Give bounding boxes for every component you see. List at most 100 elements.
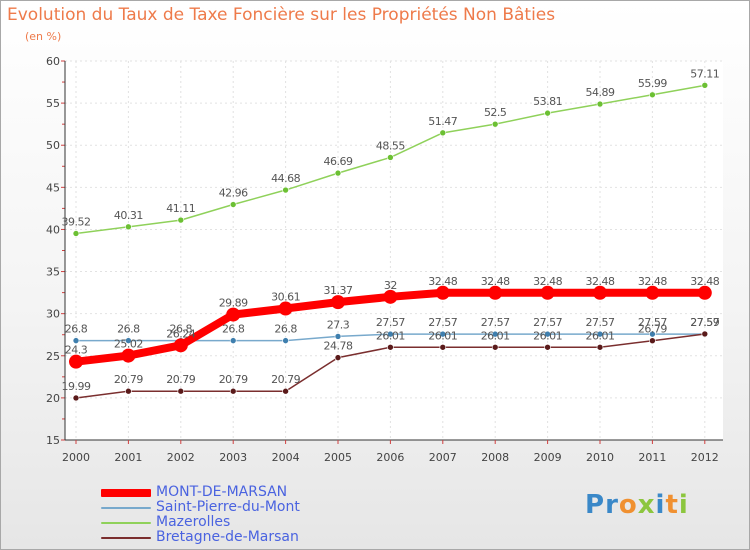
data-label: 29.89: [219, 297, 248, 310]
x-tick-label: 2009: [534, 451, 562, 464]
data-point: [282, 387, 289, 395]
data-label: 32.48: [481, 275, 510, 288]
data-label: 46.69: [324, 155, 353, 168]
data-label: 52.5: [484, 106, 507, 119]
data-label: 20.79: [219, 373, 248, 386]
y-tick-label: 60: [46, 55, 60, 68]
x-tick-label: 2005: [324, 451, 352, 464]
data-label: 26.8: [222, 323, 245, 336]
plot-area: [65, 61, 723, 440]
data-point: [69, 354, 83, 369]
x-tick-label: 2008: [481, 451, 509, 464]
data-point: [177, 216, 185, 224]
logo-letter: t: [665, 490, 679, 520]
logo-letter: x: [637, 490, 656, 520]
data-point: [697, 285, 712, 300]
y-tick-label: 45: [46, 181, 60, 194]
data-label: 26.8: [274, 323, 297, 336]
data-point: [491, 343, 499, 351]
data-point: [491, 120, 499, 128]
logo-letter: o: [618, 490, 638, 520]
data-label: 27.59: [690, 316, 719, 329]
y-tick-label: 20: [46, 392, 60, 405]
data-label: 26.01: [481, 329, 510, 342]
data-point: [121, 348, 136, 363]
data-label: 32: [384, 279, 397, 292]
data-point: [544, 330, 551, 338]
x-tick-label: 2012: [691, 451, 719, 464]
data-label: 30.61: [271, 291, 300, 304]
legend-swatch: [101, 507, 151, 509]
data-label: 26.01: [586, 329, 615, 342]
x-tick-label: 2002: [167, 451, 195, 464]
y-tick-label: 50: [46, 139, 60, 152]
data-label: 26.8: [170, 323, 193, 336]
data-point: [439, 129, 447, 137]
data-label: 32.48: [638, 275, 667, 288]
x-tick-label: 2006: [376, 451, 404, 464]
data-point: [387, 343, 394, 351]
data-point: [387, 330, 394, 338]
data-label: 20.79: [166, 373, 195, 386]
data-point: [540, 285, 555, 300]
data-point: [229, 337, 237, 344]
data-point: [649, 337, 656, 345]
data-label: 31.37: [324, 284, 353, 297]
logo-letter: i: [655, 490, 666, 520]
y-axis-unit: (en %): [25, 30, 62, 43]
data-label: 57.11: [690, 67, 719, 80]
y-tick-label: 40: [46, 223, 60, 236]
data-label: 26.79: [638, 323, 667, 336]
data-point: [229, 201, 237, 208]
data-point: [331, 295, 345, 310]
y-tick-label: 35: [46, 266, 60, 279]
data-label: 19.99: [62, 380, 91, 393]
data-label: 27.57: [481, 316, 510, 329]
data-point: [645, 285, 660, 300]
data-point: [649, 330, 656, 338]
data-label: 55.99: [638, 77, 667, 90]
data-point: [488, 285, 503, 300]
data-label: 32.48: [586, 275, 615, 288]
y-tick-label: 25: [46, 350, 60, 363]
logo-letter: r: [605, 490, 619, 520]
x-tick-label: 2004: [272, 451, 300, 464]
x-tick-label: 2007: [429, 451, 457, 464]
data-point: [334, 354, 342, 361]
data-label: 26.8: [65, 323, 88, 336]
data-label: 42.96: [219, 187, 248, 200]
data-label: 24.3: [65, 344, 88, 357]
legend-swatch: [101, 537, 151, 539]
data-point: [383, 289, 398, 304]
x-tick-label: 2010: [586, 451, 614, 464]
data-label: 27.57: [376, 316, 405, 329]
y-tick-label: 30: [46, 308, 60, 321]
data-label: 24.78: [324, 340, 353, 353]
data-point: [435, 285, 450, 300]
data-point: [173, 338, 188, 353]
data-label: 27.57: [428, 316, 457, 329]
data-label: 53.81: [533, 95, 562, 108]
data-point: [701, 82, 709, 89]
data-label: 32.48: [533, 275, 562, 288]
data-point: [544, 109, 551, 117]
logo-letter: P: [585, 490, 606, 520]
data-point: [278, 301, 293, 316]
x-tick-label: 2003: [219, 451, 247, 464]
data-point: [596, 330, 604, 338]
data-point: [334, 169, 342, 177]
legend-label: MONT-DE-MARSAN: [156, 484, 288, 500]
data-point: [226, 307, 241, 322]
y-tick-label: 55: [46, 97, 60, 110]
data-point: [282, 186, 289, 194]
data-label: 26.8: [117, 323, 140, 336]
x-tick-label: 2000: [62, 451, 90, 464]
data-point: [596, 343, 604, 351]
legend-label: Bretagne-de-Marsan: [156, 529, 299, 545]
data-point: [282, 337, 289, 344]
data-label: 27.3: [327, 318, 350, 331]
data-label: 41.11: [166, 202, 195, 215]
legend-label: Mazerolles: [156, 514, 231, 530]
